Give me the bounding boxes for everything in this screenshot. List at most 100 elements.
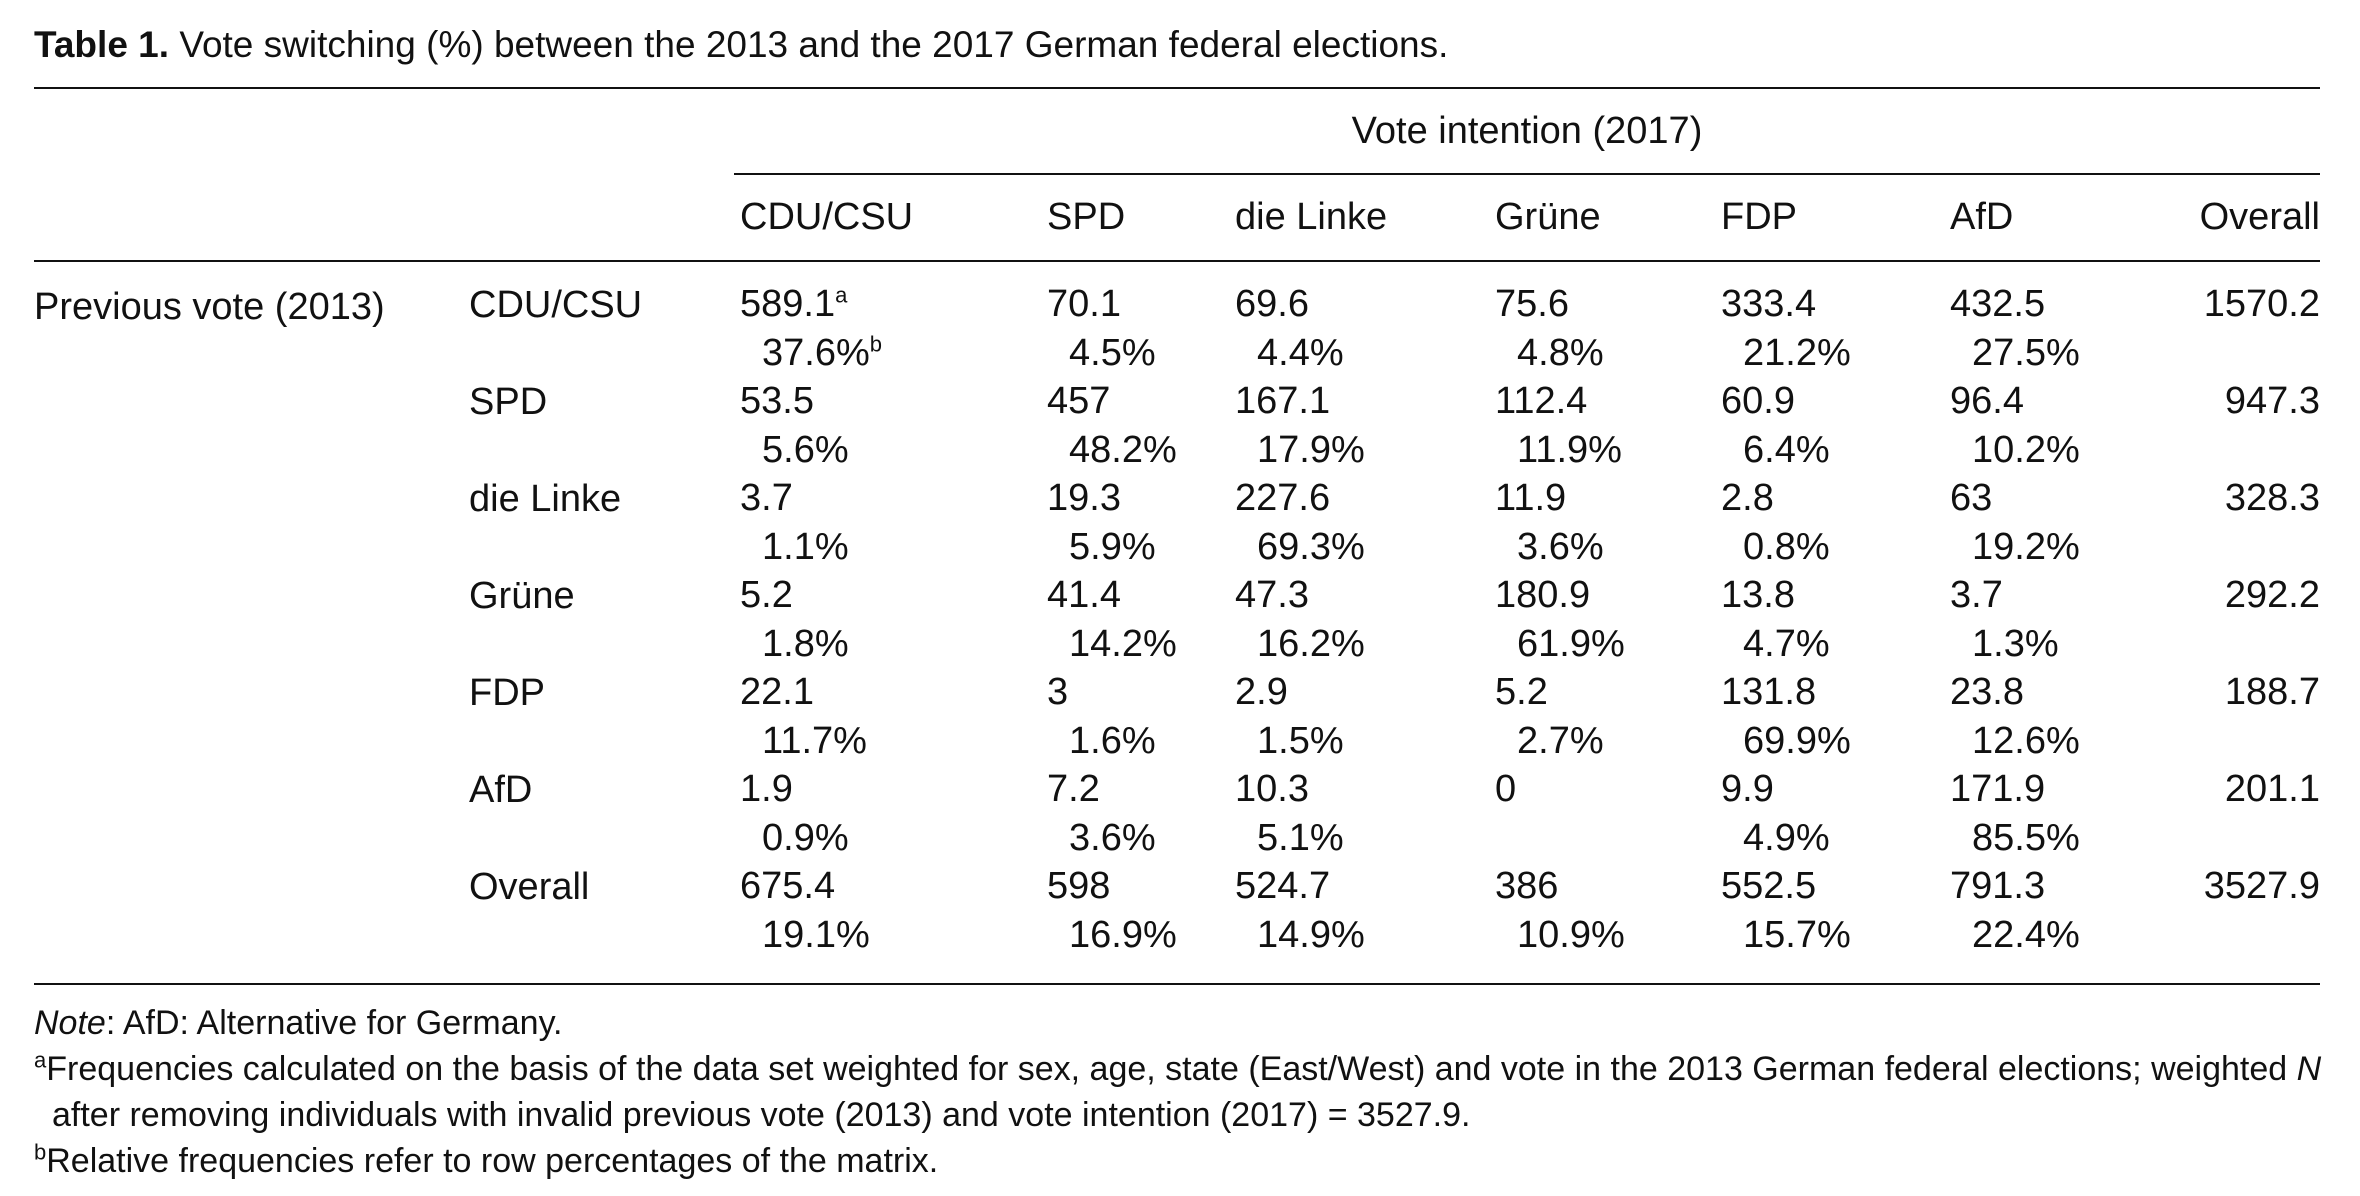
- cell-count-value: 5.2: [1495, 671, 1548, 713]
- cell-count-value: 598: [1047, 865, 1111, 907]
- column-header: Overall: [2199, 196, 2320, 238]
- cell-count: 2.9: [1235, 668, 1344, 717]
- cell-count-value: 63: [1950, 477, 1993, 519]
- cell-percent-value: 1.1%: [762, 526, 849, 568]
- cell-count-value: 333.4: [1721, 283, 1817, 325]
- table-cell: 167.1 17.9%: [1235, 377, 1365, 475]
- cell-percent: 4.9%: [1721, 814, 1830, 863]
- caption-label: Table 1.: [34, 24, 170, 65]
- cell-count: 167.1: [1235, 377, 1365, 426]
- cell-percent-value: 1.6%: [1069, 720, 1156, 762]
- cell-percent: 4.5%: [1047, 329, 1156, 378]
- footnote-b-mark: b: [34, 1139, 47, 1165]
- cell-percent-value: 27.5%: [1972, 332, 2080, 374]
- row-label: SPD: [469, 381, 548, 423]
- cell-percent-value: 16.2%: [1257, 623, 1365, 665]
- table-notes: Note: AfD: Alternative for Germany. aFre…: [34, 1000, 2321, 1184]
- cell-percent: 2.7%: [1495, 717, 1604, 766]
- cell-percent-value: 1.5%: [1257, 720, 1344, 762]
- overall-cell: 188.7: [2224, 671, 2320, 713]
- table-cell: 3 1.6%: [1047, 668, 1156, 766]
- cell-count-value: 524.7: [1235, 865, 1331, 907]
- column-header: SPD: [1047, 196, 1126, 238]
- cell-percent: 37.6%b: [740, 329, 882, 378]
- column-header: CDU/CSU: [740, 196, 914, 238]
- cell-count: 69.6: [1235, 280, 1344, 329]
- cell-count-value: 112.4: [1495, 380, 1588, 422]
- cell-count: 457: [1047, 377, 1177, 426]
- cell-count: 386: [1495, 862, 1625, 911]
- note-text: : AfD: Alternative for Germany.: [105, 1004, 563, 1042]
- cell-percent-value: 1.3%: [1972, 623, 2059, 665]
- table-cell: 180.9 61.9%: [1495, 571, 1625, 669]
- table-cell: 63 19.2%: [1950, 474, 2080, 572]
- table-cell: 11.9 3.6%: [1495, 474, 1604, 572]
- cell-percent-value: 5.6%: [762, 429, 849, 471]
- table-cell: 5.2 1.8%: [740, 571, 849, 669]
- table-cell: 13.8 4.7%: [1721, 571, 1830, 669]
- cell-percent-value: 4.5%: [1069, 332, 1156, 374]
- footnote-b: bRelative frequencies refer to row perce…: [34, 1138, 2320, 1184]
- table-cell: 23.8 12.6%: [1950, 668, 2080, 766]
- cell-count: 0: [1495, 765, 1517, 814]
- bottom-rule: [34, 983, 2320, 985]
- cell-percent: 1.8%: [740, 620, 849, 669]
- cell-count: 47.3: [1235, 571, 1365, 620]
- cell-count-value: 552.5: [1721, 865, 1817, 907]
- cell-percent: 85.5%: [1950, 814, 2080, 863]
- cell-percent: 5.6%: [740, 426, 849, 475]
- cell-percent-value: 85.5%: [1972, 817, 2080, 859]
- table-page: Table 1. Vote switching (%) between the …: [34, 0, 2321, 1196]
- cell-percent: 17.9%: [1235, 426, 1365, 475]
- footnote-a-text-2: after removing individuals with invalid …: [52, 1096, 1471, 1134]
- cell-count: 227.6: [1235, 474, 1365, 523]
- cell-percent-value: 11.9%: [1517, 429, 1622, 471]
- table-cell: 47.3 16.2%: [1235, 571, 1365, 669]
- cell-percent-value: 11.7%: [762, 720, 867, 762]
- footnote-a-mark: a: [34, 1047, 47, 1073]
- cell-percent-value: 4.8%: [1517, 332, 1604, 374]
- cell-count: 2.8: [1721, 474, 1830, 523]
- cell-percent: 4.4%: [1235, 329, 1344, 378]
- cell-count-value: 60.9: [1721, 380, 1795, 422]
- cell-percent-value: 3.6%: [1069, 817, 1156, 859]
- footnote-marker: a: [835, 282, 848, 308]
- cell-count-value: 3.7: [1950, 574, 2003, 616]
- cell-count: 112.4: [1495, 377, 1622, 426]
- cell-count-value: 0: [1495, 768, 1517, 810]
- table-cell: 7.2 3.6%: [1047, 765, 1156, 863]
- cell-percent: 11.7%: [740, 717, 867, 766]
- table-cell: 41.4 14.2%: [1047, 571, 1177, 669]
- footnote-a-text-1: Frequencies calculated on the basis of t…: [46, 1050, 2297, 1088]
- table-cell: 552.5 15.7%: [1721, 862, 1851, 960]
- cell-count: 3.7: [740, 474, 849, 523]
- cell-count-value: 75.6: [1495, 283, 1569, 325]
- cell-count: 13.8: [1721, 571, 1830, 620]
- cell-count: 60.9: [1721, 377, 1830, 426]
- table-cell: 131.8 69.9%: [1721, 668, 1851, 766]
- cell-percent-value: 10.9%: [1517, 914, 1625, 956]
- cell-percent-value: 4.9%: [1743, 817, 1830, 859]
- cell-count-value: 10.3: [1235, 768, 1309, 810]
- cell-count-value: 167.1: [1235, 380, 1331, 422]
- cell-count: 53.5: [740, 377, 849, 426]
- table-cell: 112.4 11.9%: [1495, 377, 1622, 475]
- note-line: Note: AfD: Alternative for Germany.: [34, 1000, 2320, 1046]
- cell-percent: 69.9%: [1721, 717, 1851, 766]
- cell-percent: 1.6%: [1047, 717, 1156, 766]
- cell-count-value: 19.3: [1047, 477, 1121, 519]
- table-cell: 524.7 14.9%: [1235, 862, 1365, 960]
- cell-count-value: 22.1: [740, 671, 814, 713]
- overall-cell: 3527.9: [2203, 865, 2320, 907]
- cell-percent: 5.1%: [1235, 814, 1344, 863]
- stub-title: Previous vote (2013): [34, 286, 385, 328]
- table-cell: 0: [1495, 765, 1517, 814]
- cell-count-value: 457: [1047, 380, 1111, 422]
- footnote-b-text: Relative frequencies refer to row percen…: [46, 1142, 939, 1180]
- column-header: AfD: [1950, 196, 2014, 238]
- cell-count: 598: [1047, 862, 1177, 911]
- cell-count: 96.4: [1950, 377, 2080, 426]
- cell-percent: 10.9%: [1495, 911, 1625, 960]
- cell-count: 131.8: [1721, 668, 1851, 717]
- cell-percent: 15.7%: [1721, 911, 1851, 960]
